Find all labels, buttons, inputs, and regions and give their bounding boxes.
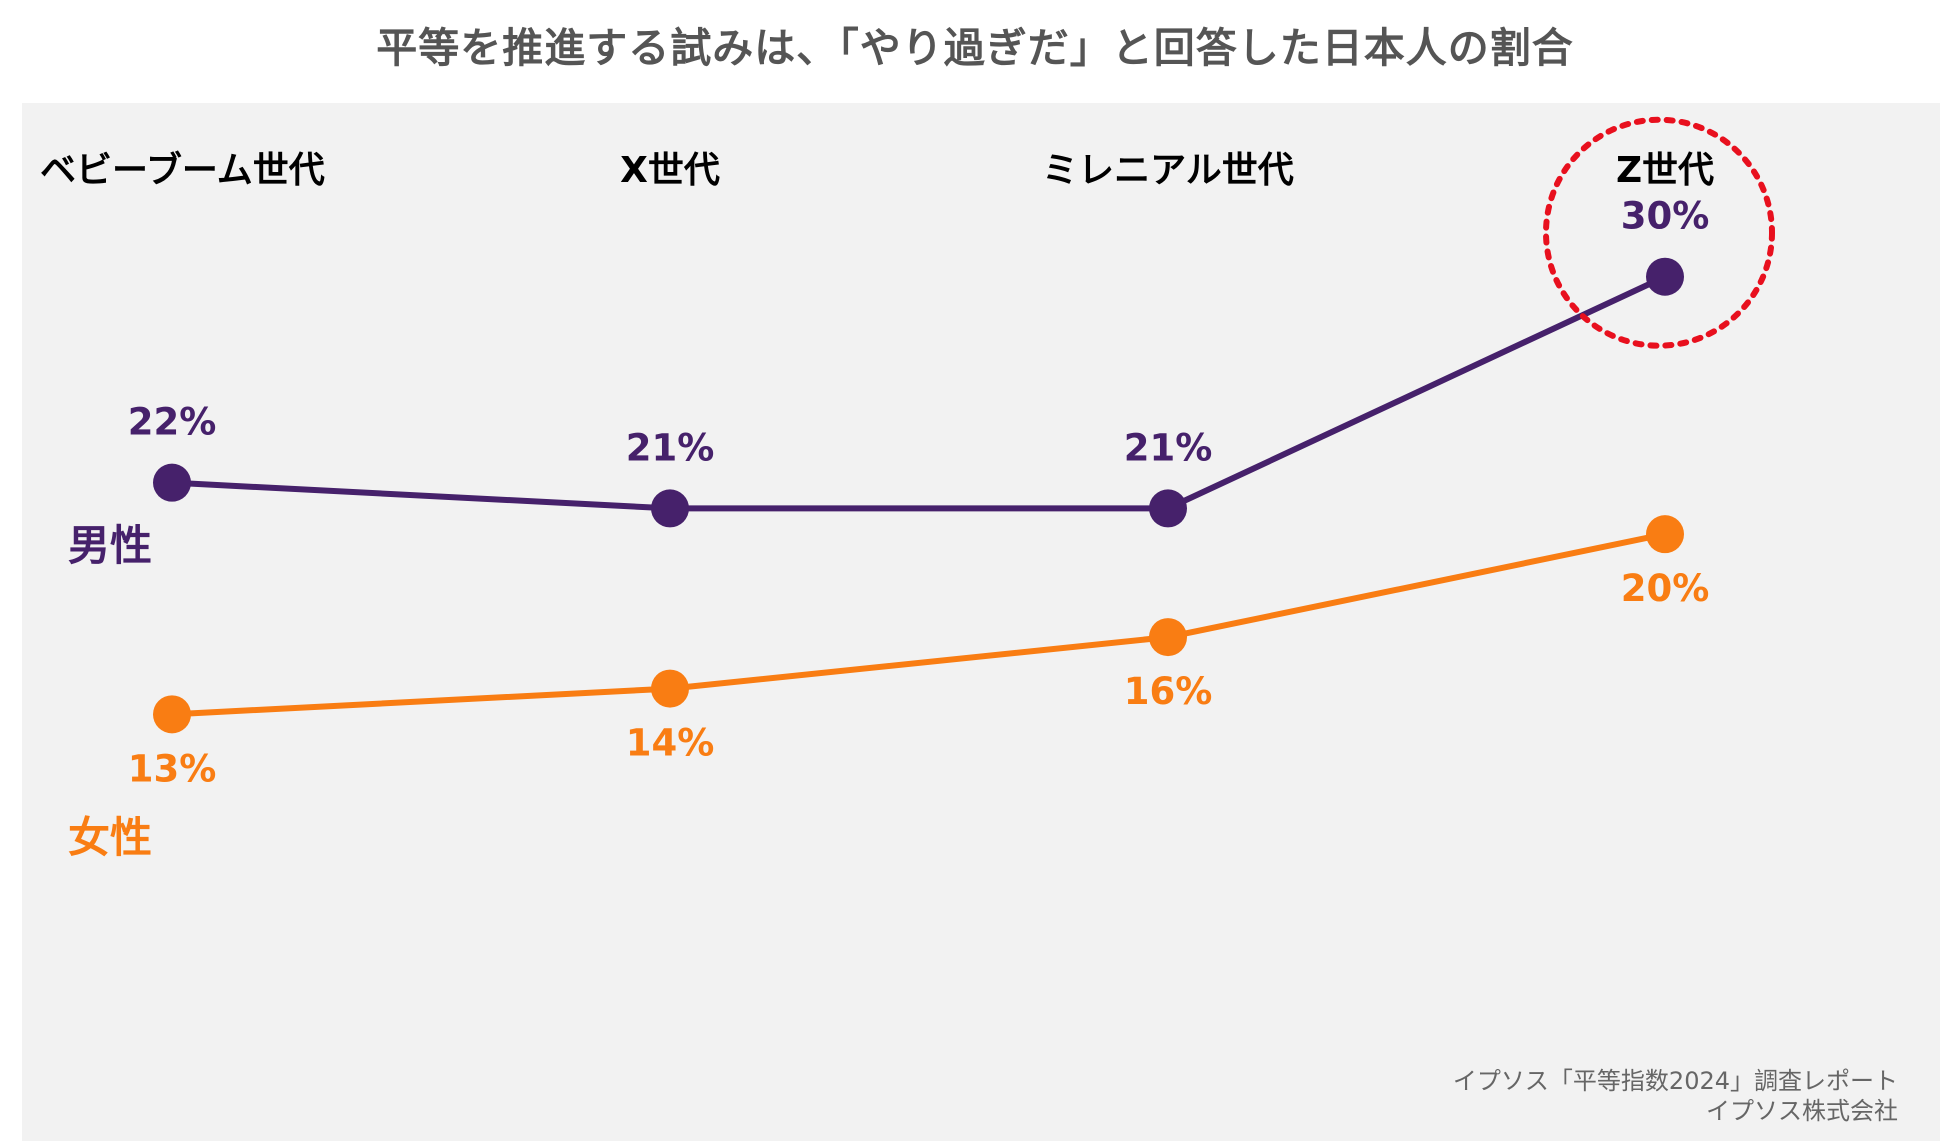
highlight-circle [1543, 116, 1775, 349]
chart-title: 平等を推進する試みは、「やり過ぎだ」と回答した日本人の割合 [376, 24, 1574, 72]
category-label-1: X世代 [620, 150, 720, 191]
category-label-3: Z世代 [1616, 150, 1714, 191]
data-point-0-1 [651, 489, 689, 528]
source-line-1: イプソス「平等指数2024」調査レポート [1452, 1067, 1898, 1095]
data-label-0-2: 21% [1124, 426, 1213, 469]
data-label-1-3: 20% [1621, 567, 1710, 610]
data-label-0-0: 22% [128, 401, 217, 444]
data-point-0-2 [1149, 489, 1187, 528]
chart-panel [22, 103, 1940, 1141]
data-point-1-0 [153, 695, 191, 734]
category-label-0: ベビーブーム世代 [40, 149, 325, 191]
data-label-1-1: 14% [626, 722, 715, 765]
data-label-0-3: 30% [1621, 195, 1710, 238]
series-label-0: 男性 [68, 521, 152, 570]
series-line-0 [171, 273, 1667, 512]
series-line-1 [171, 531, 1666, 718]
data-point-0-0 [153, 463, 191, 502]
data-label-1-2: 16% [1124, 670, 1213, 713]
data-point-1-3 [1646, 515, 1684, 554]
data-label-1-0: 13% [128, 747, 217, 790]
data-point-0-3 [1646, 257, 1684, 296]
data-label-0-1: 21% [626, 426, 715, 469]
series-label-1: 女性 [68, 813, 152, 862]
source-note: イプソス「平等指数2024」調査レポート イプソス株式会社 [1453, 1066, 1898, 1126]
data-point-1-1 [651, 669, 689, 708]
data-point-1-2 [1149, 618, 1187, 657]
category-label-2: ミレニアル世代 [1042, 150, 1294, 191]
source-line-2: イプソス株式会社 [1706, 1097, 1898, 1125]
